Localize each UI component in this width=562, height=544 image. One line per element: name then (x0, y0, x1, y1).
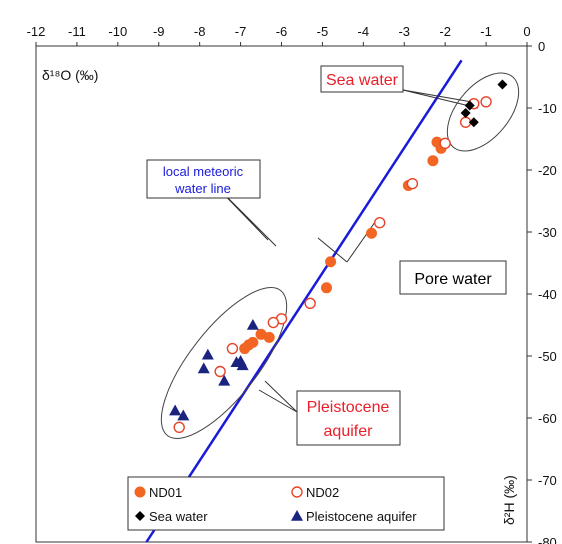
x-tick-label: -12 (27, 24, 46, 39)
point-nd02 (439, 137, 451, 150)
x-tick-label: 0 (523, 24, 530, 39)
sea-water-ellipse (446, 72, 520, 152)
point-nd02 (267, 316, 280, 329)
pleistocene-label-line2: aquifer (324, 423, 374, 440)
y-axis-title: δ²H (‰) (501, 475, 517, 525)
legend-marker-pleistocene-aquifer (291, 510, 303, 521)
y-tick-label: -50 (538, 349, 557, 364)
pleistocene-label-box (296, 390, 401, 446)
point-nd02 (406, 177, 419, 190)
mwl-label-line2: water line (174, 181, 231, 196)
point-nd01 (239, 343, 251, 355)
x-tick-label: -4 (358, 24, 370, 39)
pleistocene-label-line1: Pleistocene (307, 399, 390, 416)
point-pleistocene-aquifer (177, 409, 190, 421)
y-tick-label: 0 (538, 39, 545, 54)
x-axis: -12 -11 -10 -9 -8 -7 -6 -5 -4 -3 -2 -1 0 (27, 24, 531, 46)
x-tick-label: -6 (276, 24, 288, 39)
point-nd02 (480, 96, 492, 108)
meteoric-water-line (145, 59, 463, 543)
y-tick-label: -30 (538, 225, 557, 240)
mwl-label-box (146, 159, 261, 199)
x-tick-label: -7 (235, 24, 247, 39)
legend: ND01 ND02 Sea water Pleistocene aquifer (127, 476, 445, 531)
y-tick-label: -60 (538, 411, 557, 426)
legend-marker-sea-water (135, 511, 145, 521)
point-nd01 (263, 331, 275, 343)
legend-box (127, 476, 445, 531)
point-pleistocene-aquifer (201, 348, 214, 360)
point-pleistocene-aquifer (169, 404, 182, 416)
sea-water-label-box (320, 65, 404, 93)
x-tick-label: -5 (317, 24, 329, 39)
x-tick-label: -1 (480, 24, 492, 39)
x-tick-label: -11 (68, 24, 86, 39)
point-nd02 (374, 216, 386, 229)
y-tick-label: -40 (538, 287, 557, 302)
point-nd02 (226, 342, 239, 355)
point-nd02 (173, 421, 185, 433)
y-tick-label: -80 (538, 535, 557, 544)
pore-water-label-box (399, 260, 507, 295)
pore-water-label: Pore water (414, 271, 492, 288)
x-tick-label: -8 (194, 24, 206, 39)
point-nd01 (427, 155, 439, 167)
point-pleistocene-aquifer (197, 362, 210, 374)
x-tick-label: -9 (153, 24, 165, 39)
legend-marker-nd01 (134, 486, 146, 498)
x-tick-label: -10 (108, 24, 127, 39)
legend-label-nd02: ND02 (306, 485, 339, 500)
point-sea-water (460, 107, 471, 118)
sea-water-label: Sea water (326, 72, 399, 89)
point-pleistocene-aquifer (218, 374, 231, 386)
x-tick-label: -2 (439, 24, 451, 39)
pleistocene-ellipse (160, 287, 288, 439)
legend-label-pleistocene-aquifer: Pleistocene aquifer (306, 509, 417, 524)
point-pleistocene-aquifer (246, 319, 259, 330)
meteoric-water-line-path (145, 59, 463, 543)
x-tick-label: -3 (398, 24, 410, 39)
y-tick-label: -20 (538, 163, 557, 178)
y-axis: 0 -10 -20 -30 -40 -50 -60 -70 -80 (527, 39, 557, 544)
point-nd02 (214, 365, 226, 378)
mwl-label-line1: local meteoric (163, 164, 244, 179)
y-tick-label: -70 (538, 473, 557, 488)
point-nd01 (366, 227, 378, 239)
point-pleistocene-aquifer (236, 359, 249, 371)
legend-marker-nd02 (291, 486, 303, 498)
point-sea-water (464, 100, 475, 111)
x-axis-title: δ¹⁸O (‰) (42, 67, 98, 83)
point-nd02 (304, 297, 316, 309)
point-sea-water (497, 79, 508, 90)
legend-label-sea-water: Sea water (149, 509, 208, 524)
point-sea-water (468, 117, 479, 128)
point-nd01 (325, 256, 337, 268)
data-points (169, 79, 508, 433)
point-nd01 (321, 282, 333, 294)
y-tick-label: -10 (538, 101, 557, 116)
legend-label-nd01: ND01 (149, 485, 182, 500)
